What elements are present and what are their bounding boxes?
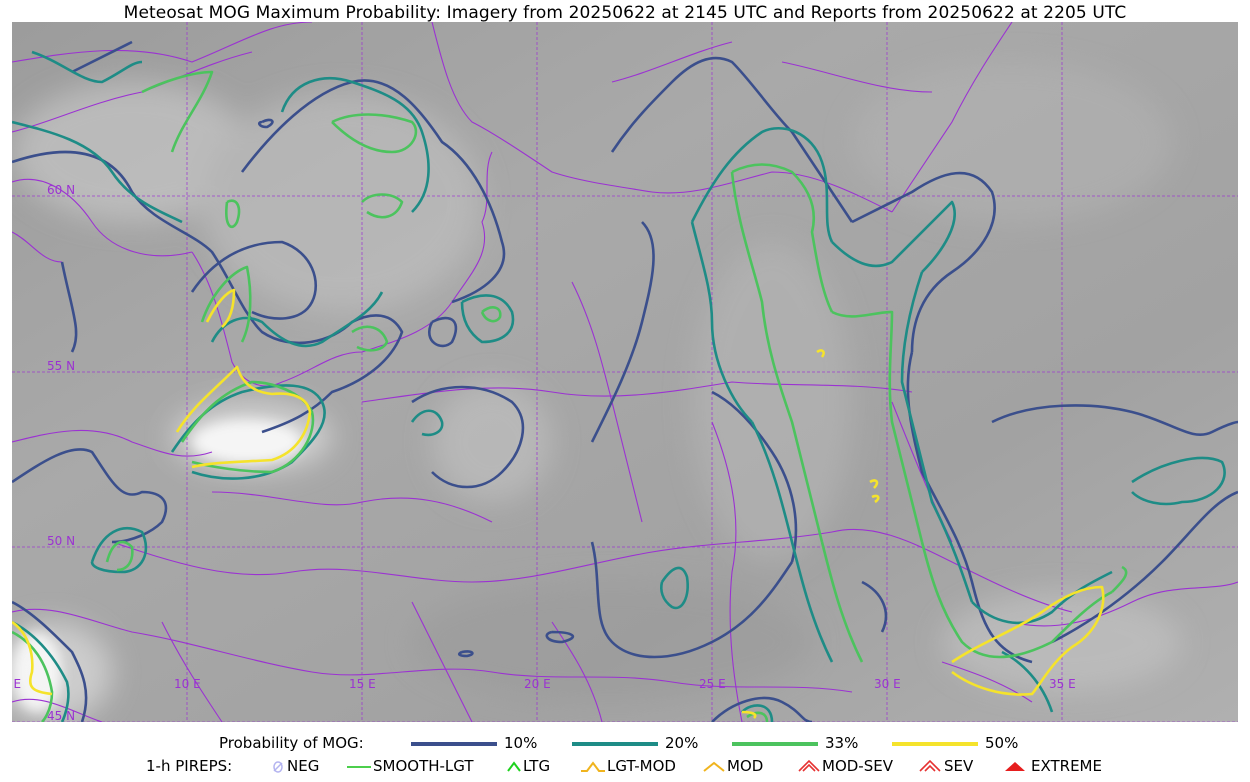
contour-33pct <box>12 70 1128 722</box>
pirep-lgt-mod-label: LGT-MOD <box>607 757 676 775</box>
legend-10pct-label: 10% <box>504 734 538 752</box>
gridlines <box>12 22 1238 722</box>
satellite-map: 60 N 55 N 50 N 45 N 5 E 10 E 15 E 20 E 2… <box>12 22 1238 722</box>
pirep-neg-label: NEG <box>287 757 320 775</box>
swatch-10pct <box>411 742 497 746</box>
lat-label-45n: 45 N <box>47 709 75 722</box>
pirep-smooth-lgt-label: SMOOTH-LGT <box>373 757 474 775</box>
pireps-legend: 1-h PIREPS: NEG SMOOTH-LGT LTG LGT-MOD M… <box>0 756 1250 776</box>
pirep-sev-label: SEV <box>944 757 974 775</box>
swatch-20pct <box>572 742 658 746</box>
lat-label-55n: 55 N <box>47 359 75 373</box>
lon-label-15e: 15 E <box>349 677 376 691</box>
lat-label-60n: 60 N <box>47 183 75 197</box>
legend-33pct-label: 33% <box>825 734 859 752</box>
pirep-mod-sev-label: MOD-SEV <box>822 757 893 775</box>
swatch-33pct <box>732 742 818 746</box>
legend-50pct-label: 50% <box>985 734 1019 752</box>
pirep-ltg-label: LTG <box>523 757 551 775</box>
swatch-50pct <box>892 742 978 746</box>
pirep-extreme-label: EXTREME <box>1031 757 1102 775</box>
smooth-lgt-icon <box>347 766 371 768</box>
contour-20pct <box>12 50 1226 722</box>
lon-label-5e: 5 E <box>12 677 21 691</box>
contour-50pct <box>12 288 1105 719</box>
map-panel[interactable]: 60 N 55 N 50 N 45 N 5 E 10 E 15 E 20 E 2… <box>12 22 1238 722</box>
pireps-legend-label: 1-h PIREPS: <box>146 757 233 775</box>
lon-label-30e: 30 E <box>874 677 901 691</box>
lon-label-20e: 20 E <box>524 677 551 691</box>
lon-label-25e: 25 E <box>699 677 726 691</box>
lat-label-50n: 50 N <box>47 534 75 548</box>
extreme-icon <box>1005 762 1025 771</box>
mod-sev-icon <box>798 759 820 772</box>
neg-icon <box>273 761 283 773</box>
lgt-mod-icon <box>581 761 605 772</box>
sev-icon <box>919 759 941 772</box>
mod-icon <box>703 761 725 772</box>
lon-label-10e: 10 E <box>174 677 201 691</box>
lon-label-35e: 35 E <box>1049 677 1076 691</box>
legend-20pct-label: 20% <box>665 734 699 752</box>
ltg-icon <box>507 761 521 772</box>
probability-legend-label: Probability of MOG: <box>219 734 364 752</box>
probability-legend: Probability of MOG: 10% 20% 33% 50% <box>0 733 1250 753</box>
figure-title: Meteosat MOG Maximum Probability: Imager… <box>123 3 1127 23</box>
pirep-mod-label: MOD <box>727 757 764 775</box>
